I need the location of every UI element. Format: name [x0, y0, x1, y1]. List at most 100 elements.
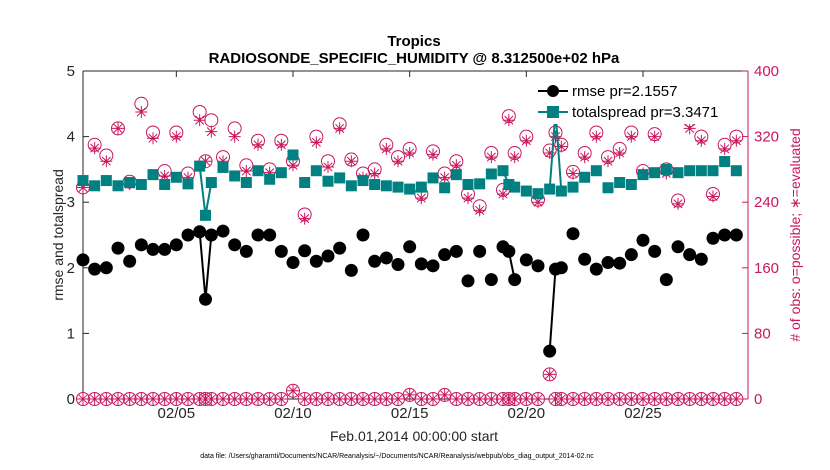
legend-box [530, 80, 742, 124]
obs-evaluated-bottom-marker [590, 393, 603, 405]
x-tick-label: 02/10 [274, 405, 312, 422]
obs-evaluated-bottom-marker [625, 393, 638, 405]
spread-line-segment [198, 166, 207, 216]
rmse-marker [484, 273, 498, 287]
obs-evaluated-marker [147, 132, 159, 145]
spread-marker [135, 178, 147, 190]
rmse-marker [438, 248, 452, 262]
rmse-marker [99, 261, 113, 275]
obs-evaluated-marker [310, 136, 323, 149]
y-tick-label: 0 [67, 391, 75, 408]
obs-evaluated-bottom-marker [415, 393, 428, 405]
rmse-marker [473, 244, 487, 258]
obs-evaluated-marker [345, 155, 358, 168]
legend: rmse pr=2.1557 totalspread pr=3.3471 [530, 80, 742, 124]
spread-marker [602, 182, 614, 194]
spread-marker [77, 175, 89, 187]
rmse-line-segment [198, 231, 207, 300]
rmse-marker [531, 259, 545, 273]
spread-marker [357, 175, 369, 187]
rmse-marker [76, 253, 90, 267]
obs-evaluated-marker [520, 134, 533, 147]
obs-evaluated-bottom-marker [648, 393, 661, 405]
rmse-marker [88, 262, 102, 276]
rmse-marker [216, 224, 230, 238]
obs-evaluated-marker [205, 125, 218, 138]
obs-evaluated-marker [403, 147, 416, 159]
y-tick-label: 3 [67, 194, 75, 211]
rmse-marker [199, 292, 212, 306]
obs-evaluated-bottom-marker [485, 393, 498, 405]
rmse-marker [502, 244, 516, 258]
rmse-marker [204, 228, 218, 242]
chart-subtitle: RADIOSONDE_SPECIFIC_HUMIDITY @ 8.312500e… [209, 50, 620, 67]
obs-evaluated-marker [392, 155, 404, 168]
obs-evaluated-marker [287, 159, 299, 172]
obs-evaluated-bottom-marker [275, 393, 288, 405]
obs-evaluated-bottom-marker [135, 393, 148, 405]
rmse-marker [344, 263, 358, 277]
obs-evaluated-marker [380, 142, 393, 155]
spread-marker [310, 165, 322, 177]
y-tick-label: 1 [67, 325, 75, 342]
spread-marker [89, 180, 101, 192]
obs-evaluated-marker [228, 130, 241, 143]
rmse-marker [193, 225, 207, 239]
obs-evaluated-bottom-marker [357, 393, 369, 405]
obs-evaluated-marker [158, 169, 171, 182]
obs-evaluated-marker [240, 165, 253, 178]
spread-marker [170, 171, 182, 183]
obs-evaluated-bottom-marker [602, 393, 614, 405]
obs-evaluated-bottom-marker [438, 388, 451, 401]
chart-title: Tropics [387, 33, 440, 50]
spread-marker [124, 177, 136, 189]
spread-marker [229, 170, 241, 182]
spread-marker [345, 180, 357, 192]
obs-evaluated-marker [602, 155, 614, 168]
rmse-marker [158, 242, 172, 256]
obs-evaluated-bottom-marker [450, 393, 463, 405]
legend-spread-label: totalspread pr=3.3471 [572, 104, 718, 121]
legend-rmse-label: rmse pr=2.1557 [572, 83, 677, 100]
obs-evaluated-bottom-marker [112, 393, 124, 405]
x-tick-label: 02/25 [624, 405, 662, 422]
obs-evaluated-bottom-marker [695, 393, 708, 405]
rmse-marker [391, 258, 405, 272]
obs-evaluated-marker [707, 190, 719, 203]
obs-evaluated-marker [252, 138, 264, 151]
spread-marker [660, 163, 672, 175]
obs-evaluated-marker [613, 147, 626, 159]
spread-marker [649, 167, 661, 179]
spread-marker [112, 180, 124, 192]
rmse-marker [228, 238, 242, 252]
rmse-marker [379, 251, 393, 265]
rmse-marker [146, 242, 160, 256]
obs-evaluated-bottom-marker [520, 393, 533, 405]
rmse-marker [461, 274, 475, 288]
obs-possible-marker [204, 113, 219, 128]
obs-evaluated-bottom-marker [637, 393, 649, 405]
obs-evaluated-bottom-marker [240, 393, 253, 405]
obs-evaluated-bottom-marker [147, 393, 159, 405]
obs-evaluated-bottom-marker [380, 393, 393, 405]
spread-marker [392, 181, 404, 193]
spread-marker [503, 178, 515, 190]
spread-marker [404, 183, 416, 195]
rmse-marker [729, 228, 743, 242]
obs-evaluated-marker [217, 155, 229, 168]
rmse-marker [578, 252, 592, 266]
spread-marker [497, 165, 509, 177]
rmse-marker [239, 244, 253, 258]
obs-possible-bottom-marker [531, 392, 545, 406]
obs-evaluated-marker [77, 181, 89, 194]
y-axis-label: rmse and totalspread [50, 169, 66, 301]
obs-evaluated-marker [427, 148, 439, 161]
spread-marker [322, 175, 334, 187]
x-tick-label: 02/20 [508, 405, 546, 422]
obs-evaluated-marker [322, 160, 334, 173]
obs-possible-bottom-marker [286, 383, 300, 398]
obs-evaluated-bottom-marker [123, 393, 136, 405]
obs-evaluated-marker [497, 188, 509, 200]
spread-marker [485, 168, 497, 180]
obs-evaluated-marker [88, 142, 101, 155]
